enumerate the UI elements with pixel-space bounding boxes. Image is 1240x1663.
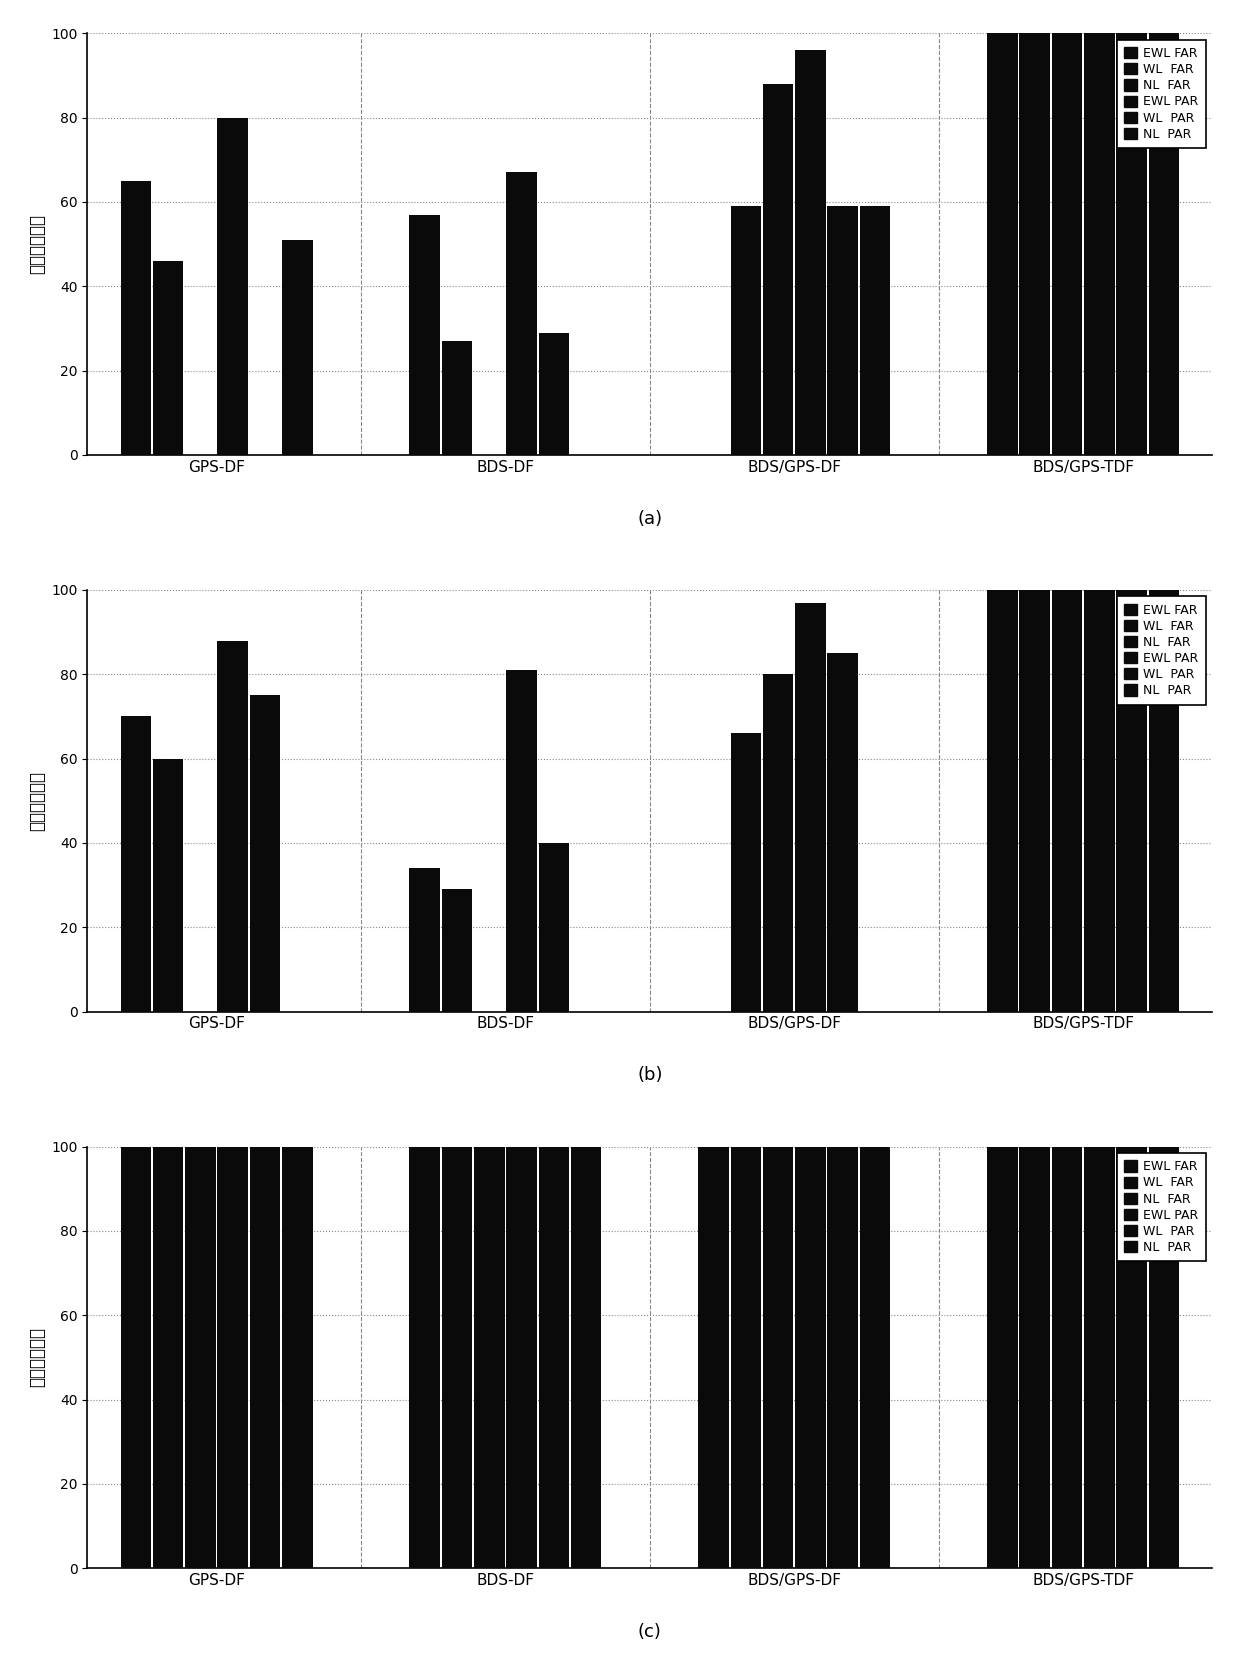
Bar xyxy=(1019,33,1050,456)
Bar xyxy=(763,674,794,1011)
Bar xyxy=(730,733,761,1011)
Bar xyxy=(827,206,858,456)
Bar xyxy=(827,654,858,1011)
Bar xyxy=(153,1146,184,1568)
Y-axis label: 模糊度固定率: 模糊度固定率 xyxy=(27,770,46,832)
Bar xyxy=(153,261,184,456)
Bar xyxy=(1019,590,1050,1011)
Bar xyxy=(441,890,472,1011)
Bar xyxy=(120,1146,151,1568)
Bar xyxy=(281,239,312,456)
Legend: EWL FAR, WL  FAR, NL  FAR, EWL PAR, WL  PAR, NL  PAR: EWL FAR, WL FAR, NL FAR, EWL PAR, WL PAR… xyxy=(1117,1152,1207,1262)
Bar xyxy=(1084,1146,1115,1568)
Bar xyxy=(409,1146,440,1568)
Bar xyxy=(1052,590,1083,1011)
Bar xyxy=(1052,1146,1083,1568)
Legend: EWL FAR, WL  FAR, NL  FAR, EWL PAR, WL  PAR, NL  PAR: EWL FAR, WL FAR, NL FAR, EWL PAR, WL PAR… xyxy=(1117,595,1207,705)
Bar xyxy=(730,206,761,456)
Bar xyxy=(217,118,248,456)
Bar xyxy=(795,50,826,456)
Bar xyxy=(506,173,537,456)
Bar xyxy=(217,1146,248,1568)
Bar xyxy=(987,33,1018,456)
Bar xyxy=(281,1146,312,1568)
Bar xyxy=(249,1146,280,1568)
Bar xyxy=(1148,1146,1179,1568)
Bar xyxy=(1116,1146,1147,1568)
Text: (c): (c) xyxy=(637,1623,662,1641)
Bar xyxy=(441,1146,472,1568)
Bar xyxy=(474,1146,505,1568)
Bar xyxy=(217,640,248,1011)
Bar xyxy=(538,333,569,456)
Bar xyxy=(538,1146,569,1568)
Bar xyxy=(987,1146,1018,1568)
Bar xyxy=(1084,590,1115,1011)
Y-axis label: 模糊度固定率: 模糊度固定率 xyxy=(27,215,46,274)
Bar xyxy=(1148,590,1179,1011)
Bar xyxy=(1019,1146,1050,1568)
Bar xyxy=(409,215,440,456)
Text: (b): (b) xyxy=(637,1066,662,1084)
Legend: EWL FAR, WL  FAR, NL  FAR, EWL PAR, WL  PAR, NL  PAR: EWL FAR, WL FAR, NL FAR, EWL PAR, WL PAR… xyxy=(1117,40,1207,148)
Bar xyxy=(795,1146,826,1568)
Bar xyxy=(1116,33,1147,456)
Bar xyxy=(1084,33,1115,456)
Bar xyxy=(1052,33,1083,456)
Bar xyxy=(1148,33,1179,456)
Bar xyxy=(859,206,890,456)
Bar xyxy=(1116,590,1147,1011)
Bar xyxy=(153,758,184,1011)
Bar xyxy=(506,1146,537,1568)
Bar xyxy=(763,83,794,456)
Bar xyxy=(698,1146,729,1568)
Bar xyxy=(506,670,537,1011)
Bar xyxy=(859,1146,890,1568)
Bar xyxy=(730,1146,761,1568)
Bar xyxy=(185,1146,216,1568)
Bar xyxy=(249,695,280,1011)
Bar xyxy=(538,843,569,1011)
Bar xyxy=(120,181,151,456)
Bar xyxy=(570,1146,601,1568)
Bar xyxy=(987,590,1018,1011)
Y-axis label: 模糊度固定率: 模糊度固定率 xyxy=(27,1327,46,1387)
Bar xyxy=(827,1146,858,1568)
Bar xyxy=(795,602,826,1011)
Bar xyxy=(763,1146,794,1568)
Text: (a): (a) xyxy=(637,511,662,527)
Bar xyxy=(441,341,472,456)
Bar xyxy=(120,717,151,1011)
Bar xyxy=(409,868,440,1011)
